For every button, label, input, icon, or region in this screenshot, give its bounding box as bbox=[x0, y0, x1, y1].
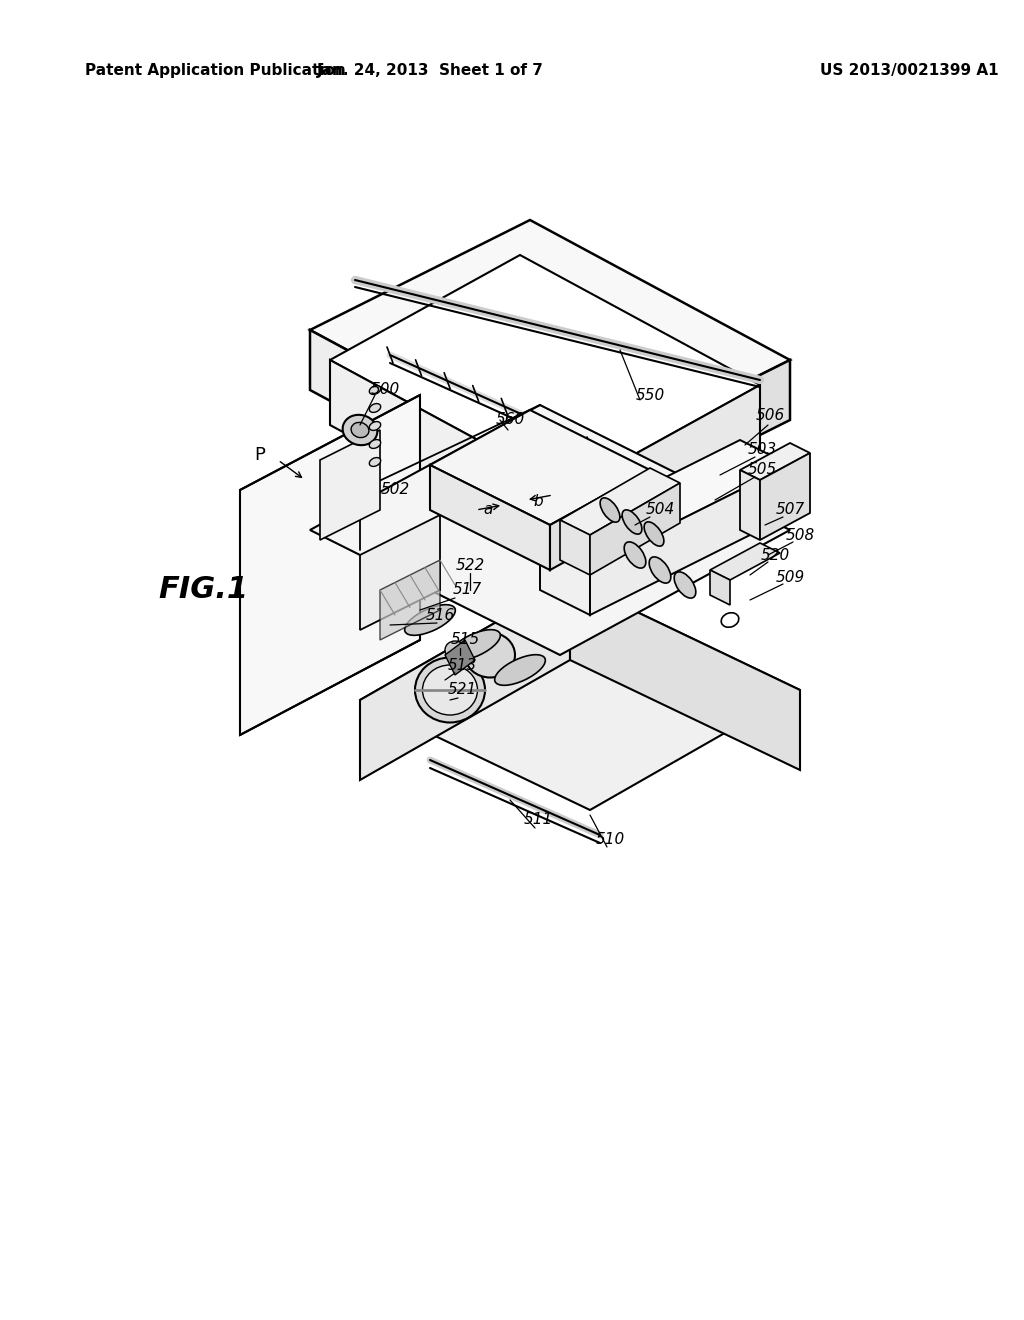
Text: a: a bbox=[483, 503, 493, 517]
Ellipse shape bbox=[370, 385, 381, 395]
Text: 504: 504 bbox=[645, 503, 675, 517]
Ellipse shape bbox=[625, 543, 646, 568]
Text: 521: 521 bbox=[447, 682, 476, 697]
Polygon shape bbox=[760, 453, 810, 540]
Polygon shape bbox=[430, 411, 650, 525]
Ellipse shape bbox=[343, 414, 377, 445]
Text: 560: 560 bbox=[496, 412, 524, 428]
Ellipse shape bbox=[674, 572, 696, 598]
Polygon shape bbox=[710, 570, 730, 605]
Polygon shape bbox=[360, 515, 440, 630]
Ellipse shape bbox=[623, 510, 642, 535]
Polygon shape bbox=[550, 470, 650, 570]
Polygon shape bbox=[360, 579, 800, 810]
Text: P: P bbox=[255, 446, 265, 465]
Ellipse shape bbox=[404, 605, 456, 635]
Polygon shape bbox=[560, 469, 680, 535]
Polygon shape bbox=[740, 444, 810, 480]
Ellipse shape bbox=[721, 612, 738, 627]
Ellipse shape bbox=[370, 404, 381, 412]
Ellipse shape bbox=[370, 458, 381, 466]
Polygon shape bbox=[430, 465, 550, 570]
Ellipse shape bbox=[370, 421, 381, 430]
Polygon shape bbox=[240, 395, 420, 735]
Text: 502: 502 bbox=[380, 483, 410, 498]
Polygon shape bbox=[590, 483, 680, 576]
Ellipse shape bbox=[495, 655, 546, 685]
Text: b: b bbox=[534, 495, 543, 510]
Polygon shape bbox=[330, 360, 570, 554]
Polygon shape bbox=[310, 330, 570, 531]
Ellipse shape bbox=[445, 642, 465, 659]
Polygon shape bbox=[360, 579, 570, 780]
Text: 550: 550 bbox=[635, 388, 665, 403]
Text: 511: 511 bbox=[523, 813, 553, 828]
Text: 510: 510 bbox=[595, 833, 625, 847]
Text: Patent Application Publication: Patent Application Publication bbox=[85, 62, 346, 78]
Polygon shape bbox=[310, 405, 790, 655]
Text: 516: 516 bbox=[425, 607, 455, 623]
Text: 522: 522 bbox=[456, 557, 484, 573]
Ellipse shape bbox=[415, 657, 485, 722]
Text: 513: 513 bbox=[447, 657, 476, 672]
Ellipse shape bbox=[370, 440, 381, 449]
Ellipse shape bbox=[423, 665, 477, 715]
Polygon shape bbox=[710, 543, 780, 579]
Text: 517: 517 bbox=[453, 582, 481, 598]
Ellipse shape bbox=[450, 630, 501, 660]
Ellipse shape bbox=[465, 632, 515, 677]
Text: 507: 507 bbox=[775, 503, 805, 517]
Polygon shape bbox=[540, 440, 790, 565]
Polygon shape bbox=[380, 560, 440, 640]
Polygon shape bbox=[330, 255, 760, 490]
Ellipse shape bbox=[600, 498, 620, 523]
Polygon shape bbox=[540, 540, 590, 615]
Text: 520: 520 bbox=[761, 548, 790, 562]
Text: Jan. 24, 2013  Sheet 1 of 7: Jan. 24, 2013 Sheet 1 of 7 bbox=[316, 62, 544, 78]
Text: 505: 505 bbox=[748, 462, 776, 478]
Text: 506: 506 bbox=[756, 408, 784, 422]
Polygon shape bbox=[560, 520, 590, 576]
Polygon shape bbox=[570, 579, 800, 770]
Text: 503: 503 bbox=[748, 442, 776, 458]
Text: 508: 508 bbox=[785, 528, 815, 543]
Text: FIG.1: FIG.1 bbox=[158, 576, 248, 605]
Text: 500: 500 bbox=[371, 383, 399, 397]
Ellipse shape bbox=[644, 521, 664, 546]
Polygon shape bbox=[445, 640, 475, 675]
Text: 515: 515 bbox=[451, 632, 479, 648]
Ellipse shape bbox=[351, 422, 369, 438]
Ellipse shape bbox=[649, 557, 671, 583]
Polygon shape bbox=[570, 360, 790, 531]
Polygon shape bbox=[319, 430, 380, 540]
Polygon shape bbox=[310, 220, 790, 470]
Polygon shape bbox=[570, 385, 760, 554]
Text: US 2013/0021399 A1: US 2013/0021399 A1 bbox=[820, 62, 998, 78]
Polygon shape bbox=[590, 465, 790, 615]
Text: 509: 509 bbox=[775, 569, 805, 585]
Polygon shape bbox=[740, 470, 760, 540]
